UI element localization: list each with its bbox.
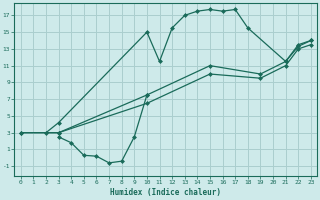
X-axis label: Humidex (Indice chaleur): Humidex (Indice chaleur) [110, 188, 221, 197]
